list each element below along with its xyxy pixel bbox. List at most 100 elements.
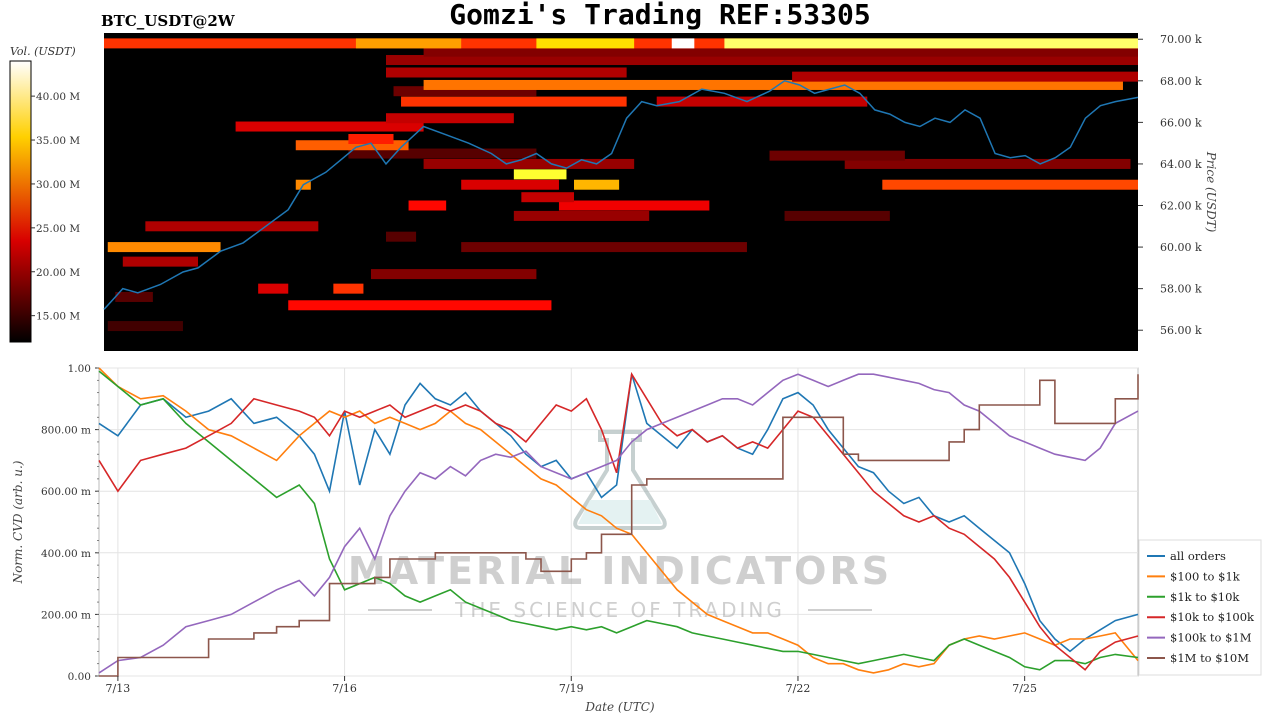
volume-band bbox=[401, 96, 627, 107]
cvd-series-lines bbox=[98, 367, 1139, 677]
cvd-x-tick-label: 7/13 bbox=[106, 682, 131, 695]
flask-logo-icon bbox=[573, 430, 667, 530]
volume-band bbox=[295, 140, 409, 151]
volume-band bbox=[288, 300, 552, 311]
price-tick-label: 56.00 k bbox=[1160, 324, 1202, 337]
cvd-y-tick-label: 0.00 bbox=[68, 671, 91, 683]
price-tick-label: 66.00 k bbox=[1160, 116, 1202, 129]
volume-band bbox=[513, 169, 567, 180]
legend-label: all orders bbox=[1170, 549, 1226, 563]
colorbar-tick-label: 20.00 M bbox=[36, 267, 80, 279]
volume-band bbox=[115, 291, 153, 302]
cvd-y-tick-label: 800.00 m bbox=[41, 425, 91, 437]
cvd-x-tick-label: 7/22 bbox=[786, 682, 811, 695]
volume-band bbox=[386, 67, 627, 78]
colorbar-tick-label: 35.00 M bbox=[36, 135, 80, 147]
cvd-chart: MATERIAL INDICATORS THE SCIENCE OF TRADI… bbox=[11, 363, 1262, 714]
colorbar-gradient bbox=[9, 60, 32, 343]
flask-liquid-icon bbox=[578, 500, 662, 524]
price-tick-label: 58.00 k bbox=[1160, 283, 1202, 296]
volume-band bbox=[333, 283, 364, 294]
volume-band bbox=[258, 283, 289, 294]
cvd-x-tick-label: 7/19 bbox=[559, 682, 584, 695]
volume-band bbox=[122, 256, 198, 267]
legend-label: $100 to $1k bbox=[1170, 569, 1241, 583]
volume-band bbox=[386, 113, 514, 124]
legend-items: all orders $100 to $1k $1k to $10k $10k to … bbox=[1147, 549, 1255, 665]
volume-band bbox=[107, 242, 221, 253]
volume-band bbox=[558, 200, 710, 211]
colorbar-tick-label: 15.00 M bbox=[36, 311, 80, 323]
watermark-subtitle: THE SCIENCE OF TRADING bbox=[454, 598, 785, 622]
volume-band bbox=[393, 86, 537, 97]
price-tick-label: 68.00 k bbox=[1160, 75, 1202, 88]
cvd-y-tick-label: 600.00 m bbox=[41, 486, 91, 498]
volume-band bbox=[461, 242, 747, 253]
colorbar-label: Vol. (USDT) bbox=[10, 45, 76, 58]
volume-band bbox=[386, 55, 1138, 66]
symbol-label: BTC_USDT@2W bbox=[101, 12, 236, 30]
cvd-series-line bbox=[98, 367, 1139, 674]
price-series-line bbox=[103, 79, 1139, 310]
cvd-legend: all orders $100 to $1k $1k to $10k $10k to … bbox=[1138, 539, 1262, 676]
price-axis-ticks: 56.00 k 58.00 k 60.00 k 62.00 k 64.00 k 66.00… bbox=[1138, 33, 1202, 337]
volume-band bbox=[408, 200, 447, 211]
cvd-y-ticks: 0.00 200.00 m 400.00 m 600.00 m 800.00 m 1.00 bbox=[41, 363, 99, 683]
volume-band bbox=[882, 179, 1138, 190]
cvd-series-line bbox=[98, 371, 1139, 671]
legend-label: $10k to $100k bbox=[1170, 610, 1255, 624]
price-tick-label: 64.00 k bbox=[1160, 158, 1202, 171]
price-tick-label: 70.00 k bbox=[1160, 33, 1202, 46]
legend-box bbox=[1138, 539, 1262, 676]
watermark: MATERIAL INDICATORS THE SCIENCE OF TRADI… bbox=[348, 430, 892, 622]
volume-band bbox=[461, 179, 559, 190]
legend-label: $100k to $1M bbox=[1170, 631, 1252, 645]
colorbar-tick-label: 40.00 M bbox=[36, 91, 80, 103]
cvd-x-tick-label: 7/25 bbox=[1012, 682, 1037, 695]
volume-bands bbox=[104, 38, 1139, 332]
volume-band bbox=[348, 148, 537, 159]
volume-band bbox=[423, 158, 635, 169]
legend-label: $1k to $10k bbox=[1170, 590, 1240, 604]
volume-band bbox=[145, 221, 319, 232]
volume-band bbox=[574, 179, 620, 190]
price-tick-label: 62.00 k bbox=[1160, 200, 1202, 213]
cvd-series-line bbox=[98, 370, 1139, 671]
volume-band bbox=[784, 210, 890, 221]
cvd-y-axis-label: Norm. CVD (arb. u.) bbox=[11, 460, 25, 584]
volume-band bbox=[536, 38, 635, 49]
price-tick-label: 60.00 k bbox=[1160, 241, 1202, 254]
volume-band bbox=[521, 192, 574, 203]
volume-band bbox=[370, 269, 537, 280]
colorbar-tick-label: 30.00 M bbox=[36, 179, 80, 191]
volume-band bbox=[844, 158, 1131, 169]
colorbar-tick-label: 25.00 M bbox=[36, 223, 80, 235]
volume-band bbox=[348, 134, 394, 144]
volume-band bbox=[656, 96, 868, 107]
cvd-series-line bbox=[98, 373, 1139, 653]
price-axis-label: Price (USDT) bbox=[1204, 151, 1218, 233]
cvd-x-tick-label: 7/16 bbox=[332, 682, 357, 695]
cvd-series-line bbox=[98, 373, 1139, 674]
watermark-title: MATERIAL INDICATORS bbox=[348, 549, 892, 593]
colorbar-ticks: 15.00 M 20.00 M 25.00 M 30.00 M 35.00 M 40.00… bbox=[31, 91, 80, 323]
volume-band bbox=[792, 71, 1138, 82]
cvd-y-tick-label: 200.00 m bbox=[41, 609, 91, 621]
volume-band bbox=[423, 46, 1139, 57]
page-title: Gomzi's Trading REF:53305 bbox=[449, 0, 870, 31]
volume-band bbox=[769, 150, 905, 161]
volume-band bbox=[355, 38, 462, 49]
volume-band bbox=[724, 38, 1138, 49]
cvd-series-line bbox=[99, 374, 1139, 677]
volume-band bbox=[386, 231, 417, 242]
cvd-y-tick-label: 400.00 m bbox=[41, 548, 91, 560]
heatmap-chart: 56.00 k 58.00 k 60.00 k 62.00 k 64.00 k 66.00… bbox=[103, 33, 1218, 351]
volume-band bbox=[513, 210, 650, 221]
colorbar: Vol. (USDT) 15.00 M 20.00 M 25.00 M 30.00 M… bbox=[9, 45, 80, 343]
volume-band bbox=[671, 38, 695, 49]
volume-band bbox=[107, 321, 183, 332]
legend-label: $1M to $10M bbox=[1170, 651, 1249, 665]
volume-band bbox=[235, 121, 424, 132]
cvd-x-axis-label: Date (UTC) bbox=[584, 700, 654, 714]
